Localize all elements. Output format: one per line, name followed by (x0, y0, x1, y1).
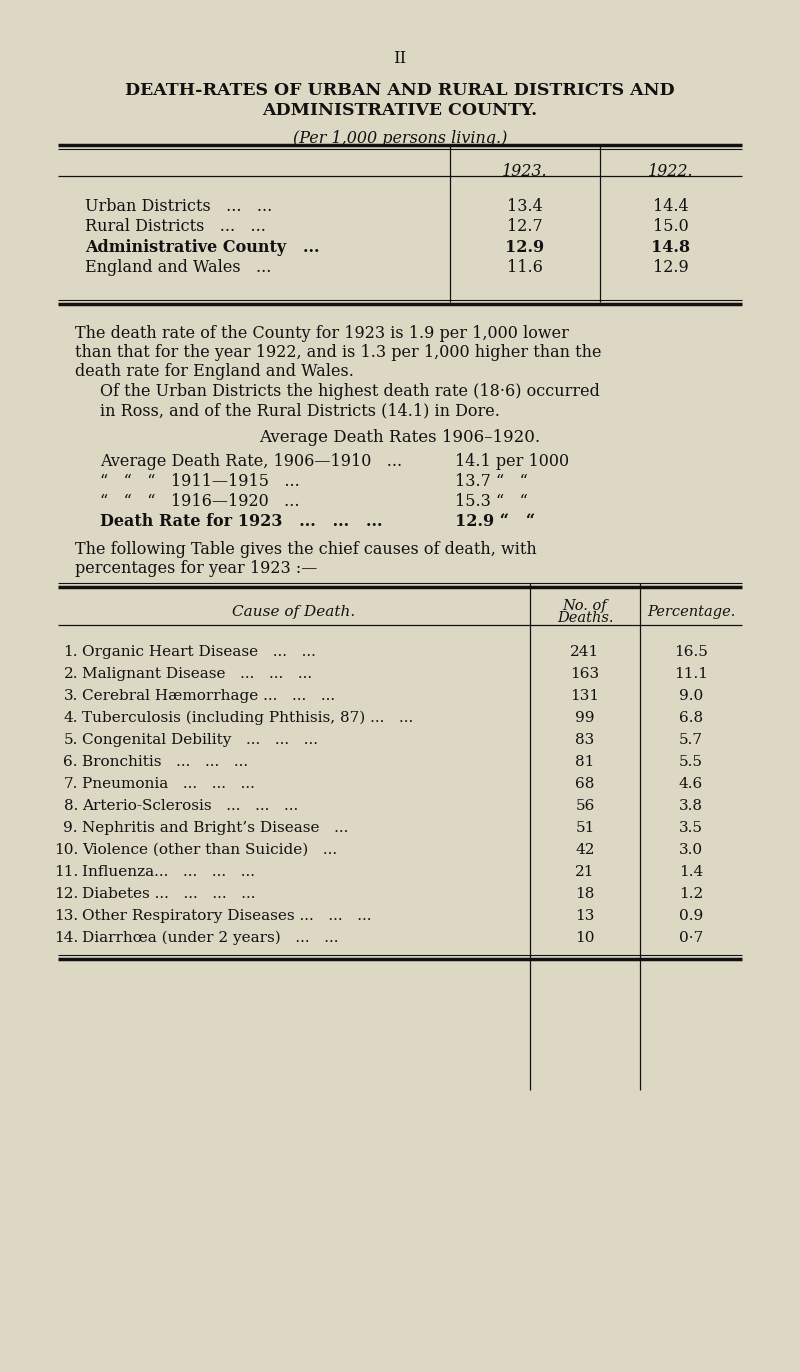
Text: 10: 10 (575, 932, 594, 945)
Text: than that for the year 1922, and is 1.3 per 1,000 higher than the: than that for the year 1922, and is 1.3 … (75, 344, 602, 361)
Text: Nephritis and Bright’s Disease   ...: Nephritis and Bright’s Disease ... (82, 820, 348, 836)
Text: Administrative County   ...: Administrative County ... (85, 239, 319, 257)
Text: percentages for year 1923 :—: percentages for year 1923 :— (75, 560, 318, 578)
Text: in Ross, and of the Rural Districts (14.1) in Dore.: in Ross, and of the Rural Districts (14.… (100, 402, 500, 418)
Text: DEATH-RATES OF URBAN AND RURAL DISTRICTS AND: DEATH-RATES OF URBAN AND RURAL DISTRICTS… (125, 82, 675, 99)
Text: 3.5: 3.5 (679, 820, 703, 836)
Text: 5.: 5. (64, 733, 78, 746)
Text: 5.7: 5.7 (679, 733, 703, 746)
Text: Of the Urban Districts the highest death rate (18·6) occurred: Of the Urban Districts the highest death… (100, 383, 600, 401)
Text: Average Death Rates 1906–1920.: Average Death Rates 1906–1920. (259, 429, 541, 446)
Text: 83: 83 (575, 733, 594, 746)
Text: 15.3 “   “: 15.3 “ “ (455, 493, 528, 510)
Text: Violence (other than Suicide)   ...: Violence (other than Suicide) ... (82, 842, 337, 858)
Text: 1923.: 1923. (502, 163, 548, 180)
Text: Diabetes ...   ...   ...   ...: Diabetes ... ... ... ... (82, 888, 255, 901)
Text: Urban Districts   ...   ...: Urban Districts ... ... (85, 198, 272, 215)
Text: England and Wales   ...: England and Wales ... (85, 259, 271, 276)
Text: The following Table gives the chief causes of death, with: The following Table gives the chief caus… (75, 541, 537, 558)
Text: 3.: 3. (64, 689, 78, 702)
Text: II: II (394, 49, 406, 67)
Text: Other Respiratory Diseases ...   ...   ...: Other Respiratory Diseases ... ... ... (82, 910, 371, 923)
Text: 2.: 2. (63, 667, 78, 681)
Text: 12.: 12. (54, 888, 78, 901)
Text: Arterio-Sclerosis   ...   ...   ...: Arterio-Sclerosis ... ... ... (82, 799, 298, 814)
Text: Cerebral Hæmorrhage ...   ...   ...: Cerebral Hæmorrhage ... ... ... (82, 689, 335, 702)
Text: 4.: 4. (63, 711, 78, 724)
Text: Tuberculosis (including Phthisis, 87) ...   ...: Tuberculosis (including Phthisis, 87) ..… (82, 711, 414, 726)
Text: 0.9: 0.9 (679, 910, 703, 923)
Text: 7.: 7. (64, 777, 78, 792)
Text: 56: 56 (575, 799, 594, 814)
Text: 4.6: 4.6 (679, 777, 703, 792)
Text: “   “   “   1911—1915   ...: “ “ “ 1911—1915 ... (100, 473, 300, 490)
Text: Bronchitis   ...   ...   ...: Bronchitis ... ... ... (82, 755, 248, 768)
Text: Cause of Death.: Cause of Death. (232, 605, 356, 619)
Text: 81: 81 (575, 755, 594, 768)
Text: 3.8: 3.8 (679, 799, 703, 814)
Text: Deaths.: Deaths. (557, 611, 614, 626)
Text: 51: 51 (575, 820, 594, 836)
Text: 13.7 “   “: 13.7 “ “ (455, 473, 528, 490)
Text: No. of: No. of (562, 600, 607, 613)
Text: 42: 42 (575, 842, 594, 858)
Text: 99: 99 (575, 711, 594, 724)
Text: 5.5: 5.5 (679, 755, 703, 768)
Text: Percentage.: Percentage. (647, 605, 735, 619)
Text: 11.6: 11.6 (507, 259, 543, 276)
Text: Influenza...   ...   ...   ...: Influenza... ... ... ... (82, 864, 255, 879)
Text: 241: 241 (570, 645, 600, 659)
Text: 12.7: 12.7 (507, 218, 543, 235)
Text: 18: 18 (575, 888, 594, 901)
Text: 0·7: 0·7 (679, 932, 703, 945)
Text: 14.1 per 1000: 14.1 per 1000 (455, 453, 569, 471)
Text: 68: 68 (575, 777, 594, 792)
Text: 11.: 11. (54, 864, 78, 879)
Text: Average Death Rate, 1906—1910   ...: Average Death Rate, 1906—1910 ... (100, 453, 402, 471)
Text: 1.4: 1.4 (679, 864, 703, 879)
Text: The death rate of the County for 1923 is 1.9 per 1,000 lower: The death rate of the County for 1923 is… (75, 325, 569, 342)
Text: 13: 13 (575, 910, 594, 923)
Text: 14.8: 14.8 (651, 239, 690, 257)
Text: Pneumonia   ...   ...   ...: Pneumonia ... ... ... (82, 777, 255, 792)
Text: Rural Districts   ...   ...: Rural Districts ... ... (85, 218, 266, 235)
Text: 13.4: 13.4 (507, 198, 543, 215)
Text: Congenital Debility   ...   ...   ...: Congenital Debility ... ... ... (82, 733, 318, 746)
Text: 16.5: 16.5 (674, 645, 708, 659)
Text: Malignant Disease   ...   ...   ...: Malignant Disease ... ... ... (82, 667, 312, 681)
Text: Diarrhœa (under 2 years)   ...   ...: Diarrhœa (under 2 years) ... ... (82, 932, 338, 945)
Text: 10.: 10. (54, 842, 78, 858)
Text: 12.9 “   “: 12.9 “ “ (455, 513, 535, 530)
Text: ADMINISTRATIVE COUNTY.: ADMINISTRATIVE COUNTY. (262, 102, 538, 119)
Text: 9.0: 9.0 (679, 689, 703, 702)
Text: 6.8: 6.8 (679, 711, 703, 724)
Text: 14.4: 14.4 (653, 198, 689, 215)
Text: 1922.: 1922. (648, 163, 694, 180)
Text: 131: 131 (570, 689, 599, 702)
Text: 15.0: 15.0 (653, 218, 689, 235)
Text: 1.2: 1.2 (679, 888, 703, 901)
Text: 21: 21 (575, 864, 594, 879)
Text: 3.0: 3.0 (679, 842, 703, 858)
Text: 14.: 14. (54, 932, 78, 945)
Text: 163: 163 (570, 667, 599, 681)
Text: 6.: 6. (63, 755, 78, 768)
Text: 12.9: 12.9 (506, 239, 545, 257)
Text: 11.1: 11.1 (674, 667, 708, 681)
Text: 13.: 13. (54, 910, 78, 923)
Text: death rate for England and Wales.: death rate for England and Wales. (75, 364, 354, 380)
Text: 12.9: 12.9 (653, 259, 689, 276)
Text: (Per 1,000 persons living.): (Per 1,000 persons living.) (293, 130, 507, 147)
Text: 8.: 8. (64, 799, 78, 814)
Text: Organic Heart Disease   ...   ...: Organic Heart Disease ... ... (82, 645, 316, 659)
Text: 9.: 9. (63, 820, 78, 836)
Text: 1.: 1. (63, 645, 78, 659)
Text: Death Rate for 1923   ...   ...   ...: Death Rate for 1923 ... ... ... (100, 513, 382, 530)
Text: “   “   “   1916—1920   ...: “ “ “ 1916—1920 ... (100, 493, 299, 510)
